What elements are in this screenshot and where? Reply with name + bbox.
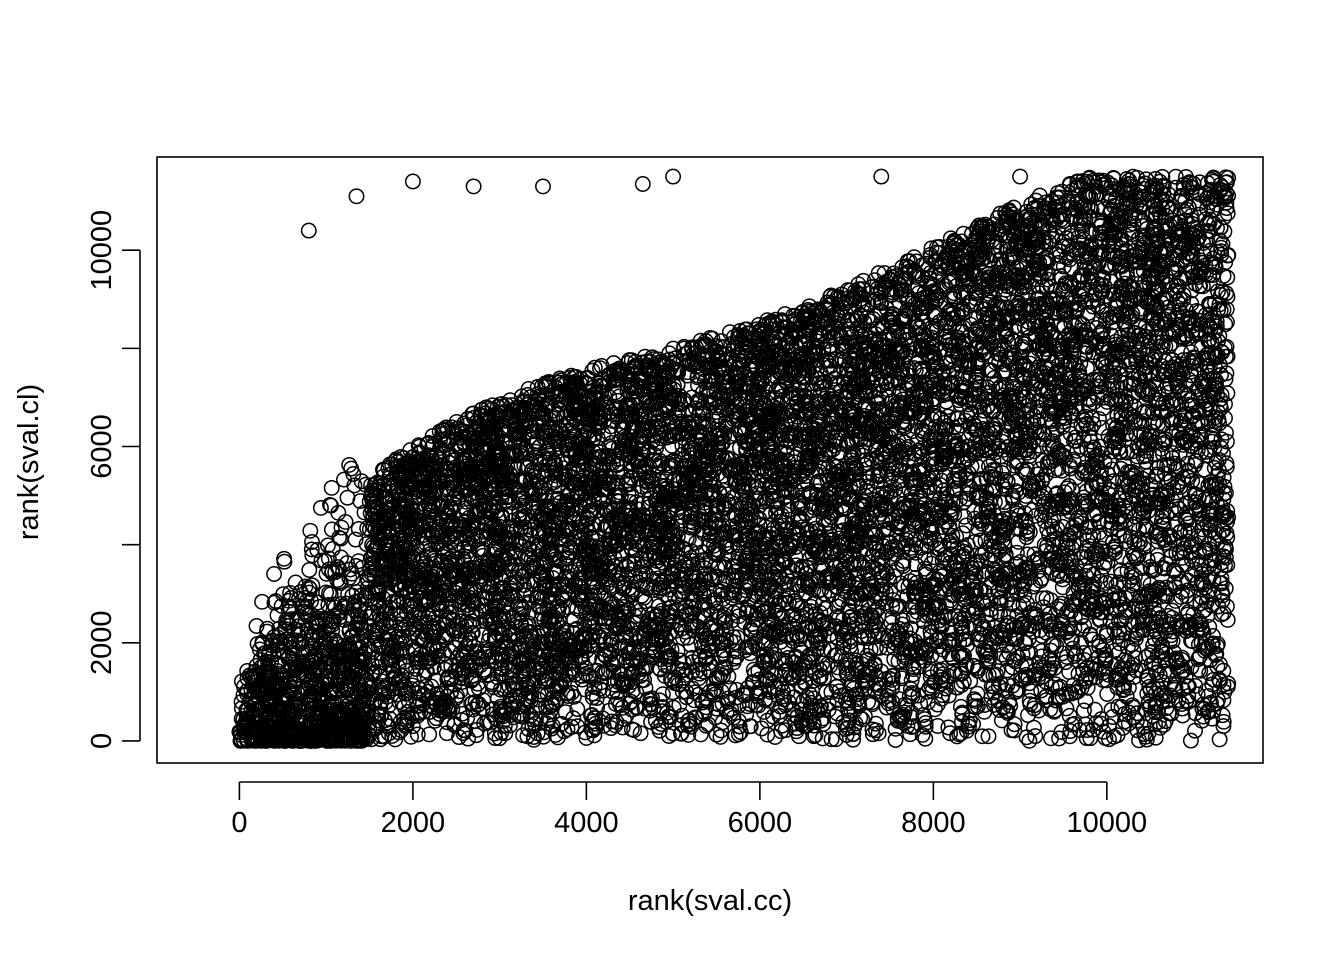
data-point (1187, 722, 1203, 739)
data-point (454, 705, 471, 722)
data-point (823, 731, 840, 748)
data-point (1058, 648, 1075, 665)
data-point (350, 521, 367, 537)
data-point (664, 684, 681, 701)
data-point (319, 537, 336, 554)
data-point (1099, 686, 1116, 702)
data-point (949, 728, 966, 745)
data-point (324, 541, 341, 557)
data-point (686, 692, 703, 709)
points-layer (231, 168, 1237, 749)
data-point (470, 696, 487, 712)
data-point (1215, 713, 1232, 730)
data-point (1082, 730, 1099, 747)
data-point (341, 456, 358, 473)
data-point (460, 730, 477, 747)
